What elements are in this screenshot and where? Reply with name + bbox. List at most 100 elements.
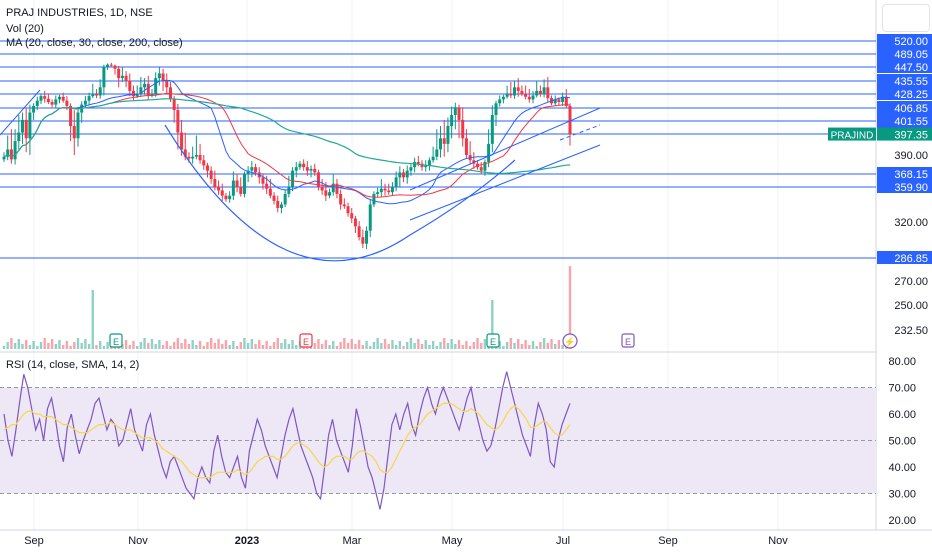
time-axis-label: Nov xyxy=(128,535,148,547)
volume-bar xyxy=(54,344,57,349)
volume-bar xyxy=(73,342,76,349)
volume-bar xyxy=(161,345,165,349)
volume-bar xyxy=(350,339,353,349)
candle-body xyxy=(313,168,317,173)
volume-bar xyxy=(450,339,453,349)
candle-body xyxy=(439,138,443,150)
candle-body xyxy=(557,99,561,103)
volume-bar xyxy=(369,346,372,349)
candle-body xyxy=(150,94,154,96)
volume-bar xyxy=(184,339,187,349)
candle-body xyxy=(483,161,487,171)
volume-bar xyxy=(465,341,468,349)
volume-bar xyxy=(36,346,39,349)
price-axis-label: 270.00 xyxy=(894,276,928,288)
candle-body xyxy=(135,94,139,97)
volume-bar xyxy=(417,339,420,349)
volume-bar xyxy=(150,339,154,349)
volume-bar xyxy=(258,340,261,349)
price-axis-label: 447.50 xyxy=(894,62,928,74)
price-level-tag xyxy=(877,251,932,264)
volume-bar xyxy=(106,342,109,349)
candle-body xyxy=(524,94,528,97)
event-marker-label: E xyxy=(490,337,496,347)
symbol-title[interactable]: PRAJ INDUSTRIES, 1D, NSE xyxy=(6,7,153,19)
candle-body xyxy=(453,107,457,115)
rsi-axis-label: 80.00 xyxy=(888,356,916,368)
candle-body xyxy=(220,190,224,196)
price-axis-label: 320.00 xyxy=(894,217,928,229)
candle-body xyxy=(372,193,376,205)
earnings-event-marker: E xyxy=(486,333,500,348)
candle-body xyxy=(442,138,446,144)
volume-bar xyxy=(239,342,242,349)
candle-body xyxy=(564,96,568,106)
candle-body xyxy=(487,143,491,162)
volume-bar xyxy=(143,338,146,349)
earnings-event-marker: E xyxy=(299,333,313,348)
volume-bar xyxy=(517,339,520,349)
rsi-legend[interactable]: RSI (14, close, SMA, 14, 2) xyxy=(6,359,140,371)
candle-body xyxy=(568,105,572,135)
candle-body xyxy=(109,64,113,66)
volume-bar xyxy=(98,341,102,349)
candle-body xyxy=(431,156,435,161)
volume-bar xyxy=(246,343,250,349)
price-axis-label: 428.25 xyxy=(894,89,928,101)
volume-bar xyxy=(32,341,35,349)
candle-body xyxy=(2,156,6,160)
candle-body xyxy=(265,183,269,189)
volume-bar xyxy=(124,340,128,349)
candle-body xyxy=(254,167,258,173)
volume-bar xyxy=(13,343,17,349)
candle-body xyxy=(139,87,143,95)
candle-body xyxy=(298,163,302,168)
candle-body xyxy=(357,226,361,238)
cup-pattern-curve xyxy=(164,124,516,262)
volume-bar xyxy=(324,340,328,349)
candle-body xyxy=(283,193,287,205)
volume-bar xyxy=(457,340,461,349)
symbol-badge xyxy=(828,127,876,141)
price-axis-label: 368.15 xyxy=(894,169,928,181)
volume-bar xyxy=(272,342,276,349)
candle-body xyxy=(124,75,128,81)
toolbar-box[interactable] xyxy=(882,4,930,32)
candle-body xyxy=(91,94,95,97)
volume-bar xyxy=(17,339,20,349)
volume-bar xyxy=(320,344,324,349)
volume-bar xyxy=(47,343,50,349)
volume-legend[interactable]: Vol (20) xyxy=(6,23,44,35)
volume-bar xyxy=(402,346,405,349)
ma-legend[interactable]: MA (20, close, 30, close, 200, close) xyxy=(6,37,183,49)
candle-body xyxy=(450,114,454,127)
candle-body xyxy=(120,75,124,79)
volume-bar xyxy=(180,343,183,349)
candle-body xyxy=(368,204,372,231)
volume-bar xyxy=(383,339,387,349)
candle-body xyxy=(305,167,309,171)
volume-bar xyxy=(221,344,224,349)
candle-body xyxy=(546,87,550,99)
volume-bar xyxy=(28,345,32,349)
candle-body xyxy=(46,98,50,103)
volume-bar xyxy=(365,341,368,349)
candle-body xyxy=(416,161,420,164)
candle-body xyxy=(501,96,505,100)
event-marker-label: E xyxy=(625,337,631,347)
volume-bar xyxy=(291,340,294,349)
candle-body xyxy=(291,170,295,187)
volume-bar xyxy=(50,339,54,349)
volume-bar xyxy=(346,343,350,349)
volume-bar xyxy=(172,342,176,349)
price-axis-label: 250.00 xyxy=(894,300,928,312)
price-axis-label: 406.85 xyxy=(894,103,928,115)
volume-bar xyxy=(520,344,524,349)
volume-bar xyxy=(539,342,542,349)
time-axis-label: Sep xyxy=(24,535,44,547)
volume-bar xyxy=(498,341,501,349)
candle-body xyxy=(316,172,320,187)
candle-body xyxy=(387,190,391,193)
